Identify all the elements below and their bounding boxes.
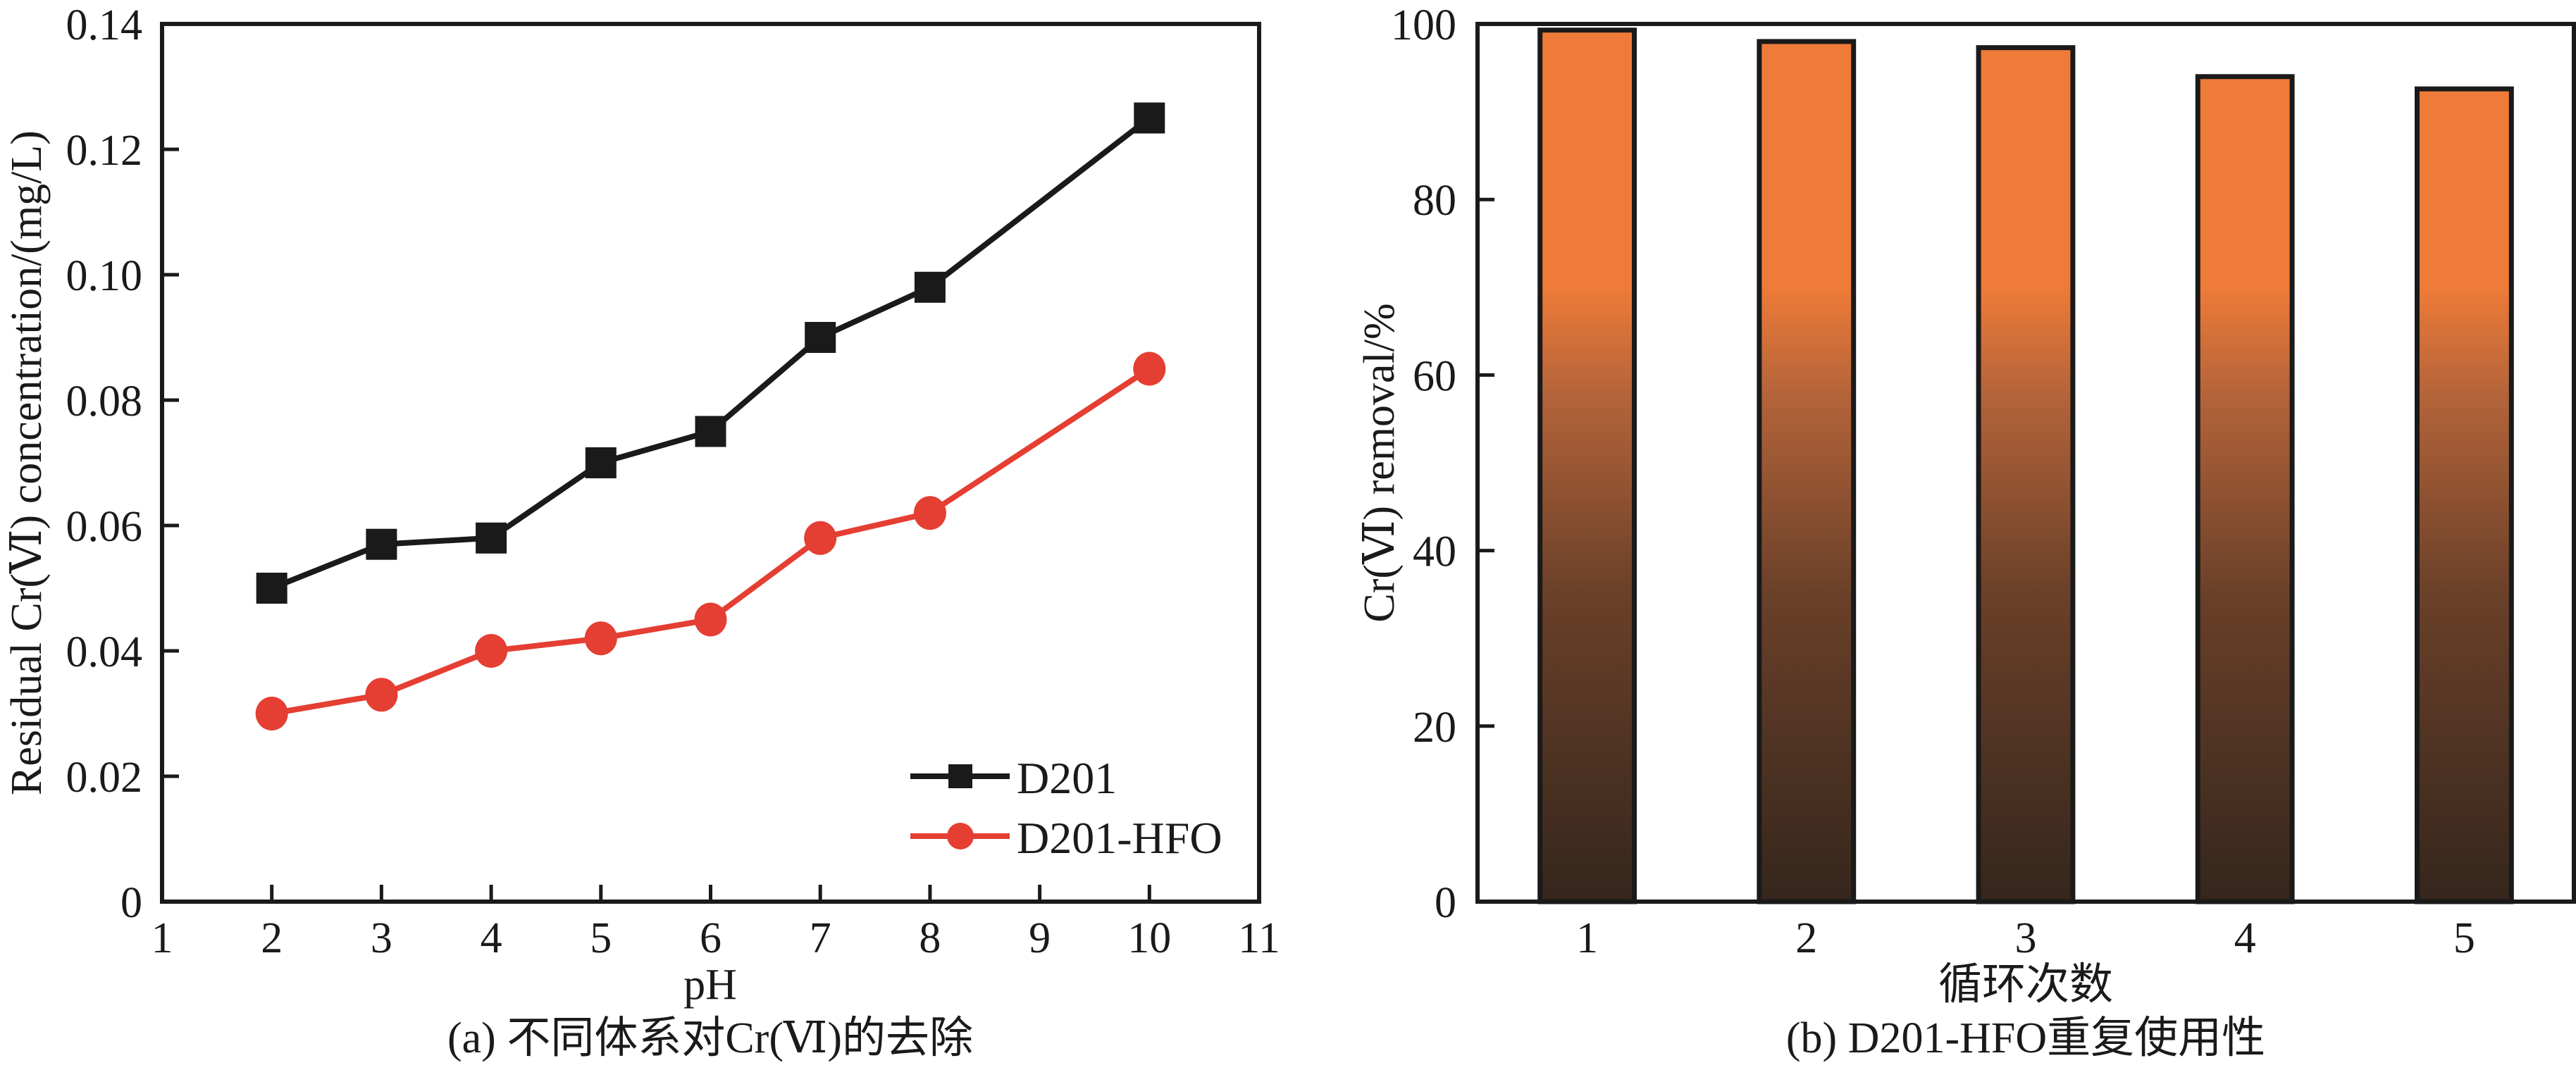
x-tick-label: 9 [1029, 914, 1051, 962]
y-tick-label: 0.10 [66, 252, 143, 300]
bar [1757, 39, 1857, 904]
x-tick-label: 5 [2453, 914, 2475, 962]
x-tick-label: 3 [2015, 914, 2037, 962]
y-tick-label: 0.06 [66, 503, 143, 551]
x-tick-label: 4 [2234, 914, 2256, 962]
x-tick-label: 6 [700, 914, 722, 962]
data-point-d201-hfo [1133, 352, 1166, 386]
y-tick-label: 0.04 [66, 628, 143, 676]
data-point-d201 [805, 322, 836, 353]
bar [2195, 74, 2295, 904]
chart-b-xlabel: 循环次数 [1938, 958, 2113, 1009]
x-tick-label: 1 [151, 914, 173, 962]
legend-label: D201 [1017, 753, 1117, 803]
data-point-d201-hfo [804, 521, 837, 555]
chart-b-caption: (b) D201-HFO重复使用性 [1786, 1014, 2265, 1062]
chart-b-plot-area: 0 20 40 60 80 100 1 2 3 4 5 [1391, 1, 2576, 962]
series-line-d201-hfo [271, 366, 1151, 716]
data-point-d201 [1134, 102, 1165, 134]
y-tick-label: 0.02 [66, 754, 143, 802]
y-tick-label: 0.08 [66, 378, 143, 425]
x-tick-label: 10 [1127, 914, 1171, 962]
bar [2414, 86, 2514, 904]
legend-marker-circle [947, 823, 974, 850]
y-tick-label: 60 [1413, 352, 1456, 400]
x-tick-label: 4 [481, 914, 502, 962]
data-point-d201-hfo [694, 602, 727, 637]
y-tick-label: 0.12 [66, 127, 143, 175]
data-point-d201 [914, 271, 946, 303]
x-tick-label: 3 [371, 914, 392, 962]
data-point-d201 [366, 528, 397, 560]
y-tick-label: 40 [1413, 528, 1456, 576]
data-point-d201-hfo [913, 496, 946, 530]
chart-a-caption: (a) 不同体系对Cr(Ⅵ)的去除 [447, 1014, 973, 1062]
chart-a-ylabel: Residual Cr(Ⅵ) concentration/(mg/L) [3, 130, 51, 795]
x-tick-label: 2 [1795, 914, 1817, 962]
x-tick-label: 1 [1576, 914, 1598, 962]
y-tick-label: 100 [1391, 1, 1456, 49]
x-tick-label: 11 [1238, 914, 1280, 962]
y-tick-label: 0.14 [66, 1, 143, 49]
x-tick-label: 5 [590, 914, 612, 962]
data-point-d201 [695, 416, 726, 447]
y-tick-label: 20 [1413, 704, 1456, 752]
chart-b-ylabel: Cr(Ⅵ) removal/% [1356, 303, 1404, 622]
data-point-d201 [585, 447, 617, 478]
x-tick-label: 8 [919, 914, 941, 962]
data-point-d201-hfo [365, 678, 398, 712]
x-tick-label: 7 [810, 914, 831, 962]
y-tick-label: 80 [1413, 177, 1456, 225]
series-line-d201 [271, 116, 1151, 591]
y-tick-label: 0 [1435, 879, 1456, 927]
legend-label: D201-HFO [1017, 813, 1222, 863]
data-point-d201 [256, 573, 287, 604]
y-tick-label: 0 [120, 879, 142, 927]
legend: D201 D201-HFO [910, 753, 1222, 863]
x-tick-label: 2 [261, 914, 283, 962]
bar [1537, 27, 1637, 904]
bar [1976, 45, 2076, 904]
data-point-d201-hfo [255, 697, 288, 730]
data-point-d201-hfo [584, 621, 617, 656]
chart-a-xlabel: pH [683, 961, 737, 1009]
data-point-d201-hfo [475, 634, 508, 668]
chart-b-frame [1475, 22, 2576, 904]
chart-a-plot-area: 0 0.02 0.04 0.06 0.08 0.10 0.12 0.14 1 2 3 4 5 6 7 8 9 10… [66, 1, 1280, 962]
chart-a: 0 0.02 0.04 0.06 0.08 0.10 0.12 0.14 1 2 3 4 5 6 7 8 9 10… [3, 1, 1280, 1062]
chart-b: 0 20 40 60 80 100 1 2 3 4 5 Cr(Ⅵ) removal/% 循环次数 (… [1356, 1, 2576, 1062]
legend-marker-square [948, 764, 972, 788]
data-point-d201 [476, 522, 507, 554]
